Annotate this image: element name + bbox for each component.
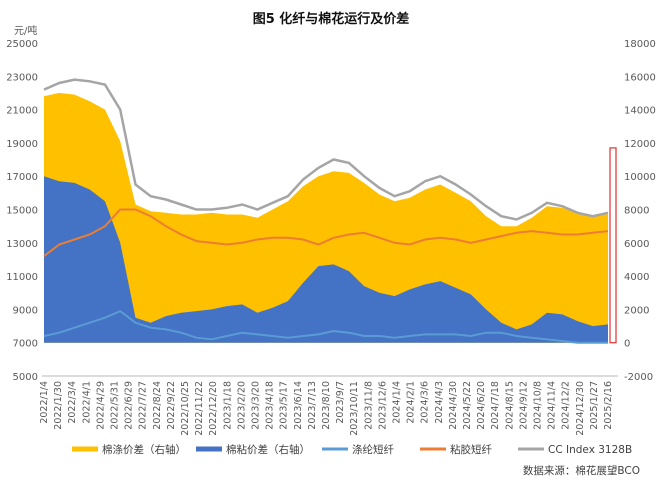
legend-item: 棉粘价差（右轴） — [196, 443, 310, 456]
x-tick-label: 2025/1/27 — [589, 381, 600, 430]
x-tick-label: 2022/10/25 — [180, 381, 191, 436]
y-tick-right: 16000 — [624, 72, 656, 83]
y-tick-right: 8000 — [624, 206, 649, 217]
x-tick-label: 2023/12/6 — [377, 381, 388, 430]
series-line-2 — [43, 309, 608, 344]
y-tick-left: 17000 — [6, 172, 38, 183]
series-line-4 — [43, 78, 609, 221]
y-tick-left: 25000 — [6, 39, 38, 50]
x-tick-label: 2022/9/22 — [166, 381, 177, 430]
x-tick-label: 2022/4/29 — [95, 381, 106, 430]
legend-item: 粘胶短纤 — [420, 443, 492, 456]
x-tick-label: 2022/1/30 — [53, 381, 64, 430]
x-tick-label: 2024/4/30 — [448, 381, 459, 430]
y-tick-right: 18000 — [624, 39, 656, 50]
legend-label: 棉涤价差（右轴） — [102, 443, 186, 456]
y-tick-right: 0 — [624, 339, 630, 350]
x-tick-label: 2025/2/16 — [603, 381, 614, 430]
x-tick-label: 2023/1/18 — [222, 381, 233, 430]
x-tick-label: 2024/9/12 — [518, 381, 529, 430]
legend-item: 涤纶短纤 — [322, 443, 394, 456]
x-tick-label: 2024/1/4 — [392, 381, 403, 424]
x-tick-label: 2023/11/8 — [363, 381, 374, 430]
x-tick-label: 2024/12/2 — [561, 381, 572, 430]
legend-label: CC Index 3128B — [548, 444, 632, 456]
x-tick-label: 2024/12/30 — [575, 381, 586, 436]
y-tick-right: 12000 — [624, 139, 656, 150]
y-tick-left: 9000 — [13, 305, 38, 316]
series-area-1 — [44, 176, 608, 343]
y-tick-right: 10000 — [624, 172, 656, 183]
x-tick-label: 2024/8/15 — [504, 381, 515, 430]
x-tick-label: 2023/7/13 — [307, 381, 318, 430]
y-tick-left: 7000 — [13, 339, 38, 350]
source-note: 数据来源：棉花展望BCO — [523, 464, 640, 477]
y-tick-left: 11000 — [6, 272, 38, 283]
x-tick-label: 2024/5/22 — [462, 381, 473, 430]
x-tick-label: 2023/6/14 — [293, 381, 304, 430]
x-tick-label: 2023/2/20 — [236, 381, 247, 430]
x-tick-label: 2023/10/11 — [349, 381, 360, 436]
legend-label: 棉粘价差（右轴） — [226, 443, 310, 456]
y-axis-unit: 元/吨 — [14, 24, 37, 37]
x-tick-label: 2022/12/20 — [208, 381, 219, 436]
x-tick-label: 2022/3/4 — [67, 381, 78, 424]
y-tick-left: 15000 — [6, 206, 38, 217]
y-tick-left: 13000 — [6, 239, 38, 250]
x-tick-label: 2024/7/18 — [490, 381, 501, 430]
x-tick-label: 2022/5/31 — [110, 381, 121, 430]
legend-item: 棉涤价差（右轴） — [72, 443, 186, 456]
y-tick-right: -2000 — [624, 372, 653, 383]
x-tick-label: 2023/4/18 — [265, 381, 276, 430]
y-tick-left: 23000 — [6, 72, 38, 83]
x-tick-label: 2023/9/7 — [335, 381, 346, 424]
x-tick-label: 2023/3/20 — [251, 381, 262, 430]
y-tick-right: 4000 — [624, 272, 649, 283]
legend-label: 粘胶短纤 — [450, 443, 492, 456]
x-tick-label: 2022/11/22 — [194, 381, 205, 436]
x-tick-label: 2022/8/24 — [152, 381, 163, 430]
x-tick-label: 2022/7/27 — [138, 381, 149, 430]
y-tick-left: 5000 — [13, 372, 38, 383]
x-tick-label: 2024/4/3 — [434, 381, 445, 424]
x-tick-label: 2024/3/6 — [420, 381, 431, 424]
series-line-3 — [43, 208, 609, 257]
y-tick-right: 6000 — [624, 239, 649, 250]
x-tick-label: 2024/2/1 — [406, 381, 417, 424]
highlight-box — [609, 147, 617, 344]
x-tick-label: 2024/6/20 — [476, 381, 487, 430]
x-tick-label: 2023/8/10 — [321, 381, 332, 430]
chart-title: 图5 化纤与棉花运行及价差 — [253, 11, 410, 27]
legend-item: CC Index 3128B — [518, 444, 632, 456]
x-tick-label: 2022/4/1 — [81, 381, 92, 424]
x-tick-label: 2024/10/8 — [533, 381, 544, 430]
x-tick-label: 2022/6/29 — [124, 381, 135, 430]
legend-label: 涤纶短纤 — [352, 443, 394, 456]
series-area-0 — [44, 92, 608, 343]
y-tick-left: 21000 — [6, 106, 38, 117]
y-tick-right: 14000 — [624, 106, 656, 117]
x-tick-label: 2023/5/17 — [279, 381, 290, 430]
y-tick-left: 19000 — [6, 139, 38, 150]
x-tick-label: 2022/1/4 — [39, 381, 50, 424]
x-tick-label: 2024/11/4 — [547, 381, 558, 430]
y-tick-right: 2000 — [624, 305, 649, 316]
